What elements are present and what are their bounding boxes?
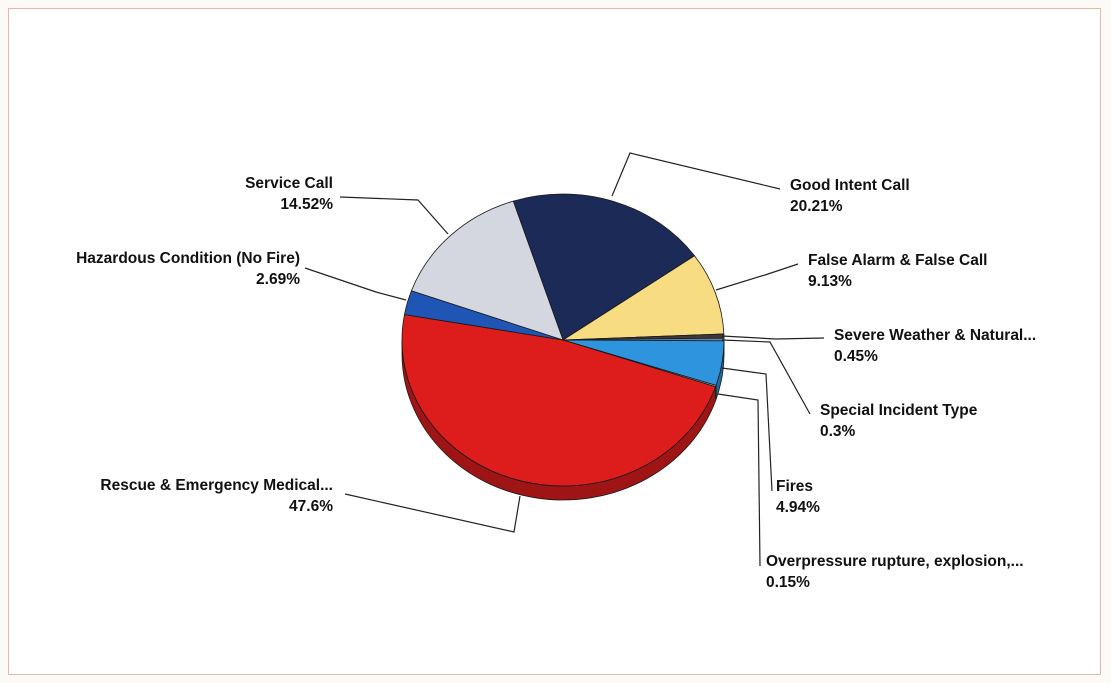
slice-value-rescue-emergency-medical: 47.6%	[289, 498, 333, 515]
leader-line-hazardous-condition-no-fire	[304, 267, 407, 301]
slice-value-special-incident-type: 0.3%	[820, 423, 856, 440]
pie-slice-false-alarm-false-call	[561, 255, 725, 341]
slice-label-service-call: Service Call	[245, 175, 333, 192]
slice-value-hazardous-condition-no-fire: 2.69%	[256, 271, 300, 288]
slice-label-fires: Fires	[776, 478, 813, 495]
slice-value-good-intent-call: 20.21%	[790, 198, 843, 215]
slice-label-good-intent-call: Good Intent Call	[790, 177, 910, 194]
slice-value-false-alarm-false-call: 9.13%	[808, 273, 852, 290]
slice-value-overpressure-rupture-explosion: 0.15%	[766, 574, 810, 591]
leader-line-special-incident-type	[721, 339, 811, 415]
leader-line-good-intent-call	[611, 152, 781, 197]
slice-label-false-alarm-false-call: False Alarm & False Call	[808, 252, 987, 269]
leader-line-overpressure-rupture-explosion	[717, 393, 761, 567]
pie-slice-rescue-emergency-medical	[401, 314, 717, 487]
leader-line-severe-weather-natural	[721, 335, 825, 340]
pie-slices	[401, 193, 725, 487]
pie-labels: Good Intent Call 20.21% False Alarm & Fals…	[76, 152, 1036, 591]
pie-slice-service-call	[410, 200, 564, 341]
slice-label-severe-weather-natural: Severe Weather & Natural...	[834, 327, 1036, 344]
leader-line-fires	[721, 367, 773, 492]
leader-line-rescue-emergency-medical	[344, 493, 521, 533]
slice-value-fires: 4.94%	[776, 499, 820, 516]
leader-line-service-call	[339, 196, 449, 235]
slice-label-hazardous-condition-no-fire: Hazardous Condition (No Fire)	[76, 250, 300, 267]
slice-label-rescue-emergency-medical: Rescue & Emergency Medical...	[100, 477, 333, 494]
pie-slice-good-intent-call	[512, 193, 696, 341]
leader-line-false-alarm-false-call	[715, 263, 799, 291]
slice-value-severe-weather-natural: 0.45%	[834, 348, 878, 365]
slice-label-special-incident-type: Special Incident Type	[820, 402, 978, 419]
slice-label-overpressure-rupture-explosion: Overpressure rupture, explosion,...	[766, 553, 1024, 570]
slice-value-service-call: 14.52%	[280, 196, 333, 213]
